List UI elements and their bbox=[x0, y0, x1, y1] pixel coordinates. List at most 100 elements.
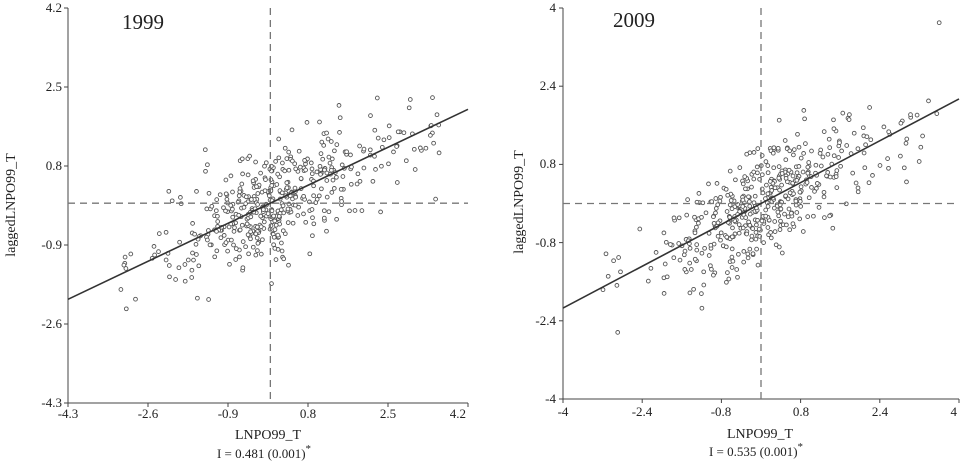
scatter-point bbox=[319, 139, 325, 145]
scatter-point bbox=[791, 147, 797, 152]
scatter-point bbox=[793, 198, 799, 204]
scatter-point bbox=[816, 205, 822, 210]
scatter-point bbox=[177, 239, 182, 245]
scatter-point bbox=[262, 163, 267, 169]
scatter-point bbox=[163, 229, 169, 235]
scatter-point bbox=[745, 251, 751, 257]
scatter-point bbox=[284, 180, 290, 186]
scatter-point bbox=[206, 190, 212, 196]
scatter-point bbox=[273, 159, 278, 164]
scatter-point bbox=[262, 188, 268, 194]
y-tick-label: 0.8 bbox=[46, 158, 62, 173]
scatter-point bbox=[676, 215, 682, 221]
scatter-point bbox=[713, 196, 719, 201]
scatter-point bbox=[709, 266, 714, 272]
scatter-point bbox=[765, 191, 771, 197]
scatter-point bbox=[324, 228, 329, 234]
scatter-point bbox=[771, 165, 777, 171]
scatter-point bbox=[751, 176, 757, 182]
scatter-point bbox=[394, 180, 400, 185]
scatter-point bbox=[694, 247, 700, 253]
scatter-point bbox=[804, 180, 810, 185]
scatter-point bbox=[436, 150, 442, 156]
y-axis-label-1999: laggedLNPO99_T bbox=[4, 153, 19, 257]
scatter-point bbox=[194, 189, 199, 194]
scatter-point bbox=[671, 255, 677, 261]
scatter-point bbox=[782, 138, 788, 143]
scatter-point bbox=[386, 135, 392, 140]
scatter-point bbox=[231, 242, 236, 248]
scatter-point bbox=[706, 253, 712, 258]
scatter-point bbox=[740, 225, 746, 231]
scatter-point bbox=[724, 279, 729, 285]
scatter-point bbox=[736, 251, 741, 257]
scatter-point bbox=[696, 220, 701, 226]
scatter-point bbox=[787, 227, 793, 233]
scatter-point bbox=[250, 244, 256, 250]
scatter-point bbox=[237, 189, 243, 195]
scatter-point bbox=[327, 160, 333, 166]
regression-line-2009 bbox=[562, 98, 960, 309]
scatter-point bbox=[273, 257, 279, 262]
scatter-point bbox=[772, 229, 778, 234]
scatter-point bbox=[818, 163, 824, 169]
scatter-point bbox=[881, 124, 887, 130]
scatter-point bbox=[822, 215, 827, 220]
scatter-point bbox=[718, 237, 723, 243]
scatter-point bbox=[772, 185, 778, 191]
scatter-point bbox=[694, 224, 699, 230]
scatter-point bbox=[797, 189, 803, 195]
scatter-point bbox=[778, 206, 784, 212]
scatter-point bbox=[325, 136, 331, 142]
scatter-point bbox=[348, 152, 353, 158]
scatter-point bbox=[324, 194, 330, 200]
scatter-point bbox=[773, 242, 779, 248]
y-tick-label: -0.8 bbox=[535, 235, 556, 250]
scatter-point bbox=[782, 211, 787, 217]
scatter-point bbox=[846, 117, 852, 122]
scatter-point bbox=[368, 113, 373, 118]
scatter-point bbox=[796, 164, 802, 169]
scatter-point bbox=[217, 192, 223, 198]
scatter-point bbox=[274, 182, 280, 187]
y-tick-label: -2.6 bbox=[41, 316, 62, 331]
scatter-point bbox=[827, 145, 833, 150]
scatter-point bbox=[736, 230, 742, 236]
scatter-point bbox=[372, 127, 378, 133]
scatter-point bbox=[263, 160, 269, 166]
scatter-point bbox=[715, 233, 721, 239]
scatter-point bbox=[934, 111, 940, 116]
scatter-point bbox=[255, 248, 260, 253]
scatter-point bbox=[699, 305, 705, 311]
scatter-point bbox=[798, 204, 804, 209]
scatter-point bbox=[122, 254, 128, 260]
scatter-point bbox=[304, 120, 310, 125]
scatter-point bbox=[253, 231, 259, 237]
scatter-point bbox=[783, 157, 789, 163]
scatter-point bbox=[194, 252, 199, 257]
scatter-point bbox=[191, 257, 196, 263]
scatter-point bbox=[790, 221, 796, 227]
scatter-point bbox=[779, 171, 785, 176]
scatter-point bbox=[724, 209, 730, 214]
scatter-point bbox=[322, 167, 327, 173]
morans-i-stat-1999: I = 0.481 (0.001)* bbox=[217, 443, 311, 461]
scatter-point bbox=[637, 226, 643, 232]
scatter-point bbox=[663, 239, 669, 245]
scatter-point bbox=[223, 177, 229, 183]
scatter-point bbox=[301, 193, 306, 199]
scatter-point bbox=[765, 163, 771, 168]
scatter-point bbox=[434, 112, 440, 118]
scatter-point bbox=[749, 233, 755, 239]
scatter-point bbox=[702, 245, 707, 251]
x-tick-labels-2009: -4 -2.4 -0.8 0.8 2.4 4 bbox=[558, 404, 958, 419]
scatter-point bbox=[156, 249, 161, 254]
scatter-point bbox=[853, 180, 859, 186]
scatter-point bbox=[236, 212, 242, 218]
scatter-point bbox=[298, 176, 304, 181]
scatter-point bbox=[311, 221, 317, 227]
scatter-point bbox=[831, 126, 837, 132]
scatter-point bbox=[185, 257, 191, 263]
scatter-point bbox=[379, 163, 384, 169]
scatter-point bbox=[903, 140, 909, 146]
